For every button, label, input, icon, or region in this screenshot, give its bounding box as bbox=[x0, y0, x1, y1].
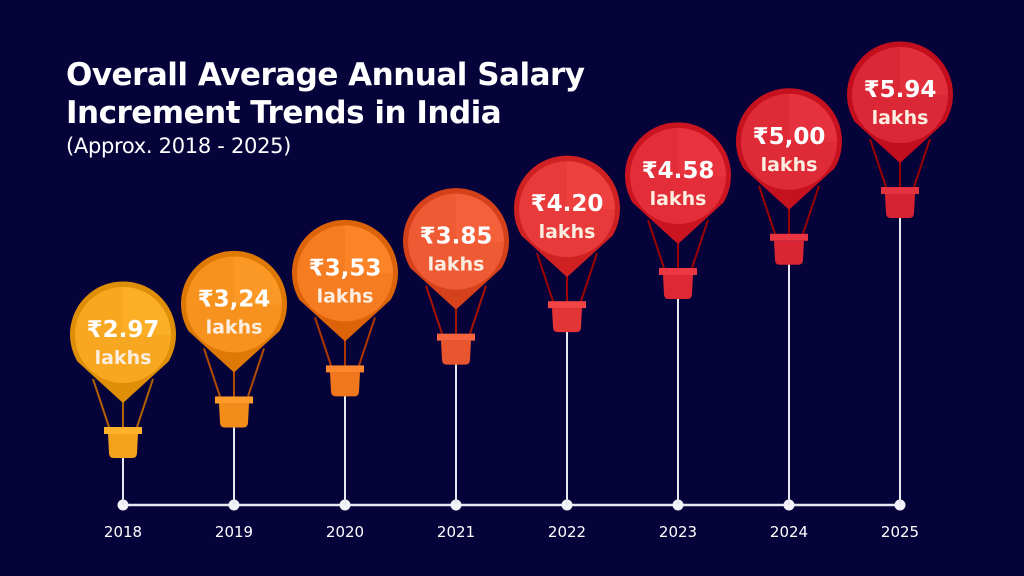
value-label: ₹3,53 bbox=[309, 255, 382, 281]
balloon-rope bbox=[136, 378, 154, 428]
basket-body bbox=[330, 372, 360, 397]
balloon-highlight bbox=[789, 93, 837, 142]
year-tick-label: 2023 bbox=[659, 523, 697, 541]
title-line-1: Overall Average Annual Salary bbox=[66, 57, 585, 93]
basket-body bbox=[663, 274, 693, 299]
year-tick-label: 2018 bbox=[104, 523, 142, 541]
balloon-2022: ₹4.20 lakhs bbox=[514, 155, 621, 505]
balloon-2018: ₹2.97 lakhs bbox=[70, 281, 177, 505]
timeline-axis: 2018 2019 2020 2021 2022 2023 2024 2025 bbox=[104, 499, 919, 541]
year-tick-label: 2020 bbox=[326, 523, 364, 541]
balloons-group: ₹2.97 lakhs ₹3,24 lakhs ₹3,53 lakhs ₹3.85 lakhs… bbox=[70, 41, 954, 505]
basket-rim bbox=[659, 267, 697, 275]
balloon-rope bbox=[913, 138, 931, 188]
unit-label: lakhs bbox=[428, 254, 485, 276]
balloon-highlight bbox=[900, 47, 948, 95]
balloon-highlight bbox=[456, 193, 504, 242]
unit-label: lakhs bbox=[650, 188, 707, 210]
year-tick-label: 2024 bbox=[770, 523, 808, 541]
value-label: ₹3.85 bbox=[420, 224, 493, 250]
year-tick-label: 2019 bbox=[215, 523, 253, 541]
unit-label: lakhs bbox=[317, 285, 374, 307]
unit-label: lakhs bbox=[539, 221, 596, 243]
basket-rim bbox=[770, 233, 808, 241]
balloon-highlight bbox=[123, 287, 171, 335]
basket-body bbox=[219, 403, 249, 428]
value-label: ₹5,00 bbox=[753, 124, 826, 150]
value-label: ₹4.58 bbox=[642, 158, 715, 184]
year-tick-label: 2021 bbox=[437, 523, 475, 541]
balloon-rope bbox=[536, 252, 554, 302]
basket-body bbox=[441, 340, 471, 365]
balloon-rope bbox=[247, 348, 265, 397]
year-tick-label: 2025 bbox=[881, 523, 919, 541]
basket-body bbox=[774, 240, 804, 265]
balloon-rope bbox=[314, 317, 332, 366]
balloon-highlight bbox=[678, 127, 726, 176]
balloon-rope bbox=[203, 348, 221, 397]
unit-label: lakhs bbox=[872, 107, 929, 129]
balloon-2019: ₹3,24 lakhs bbox=[180, 250, 287, 505]
balloon-highlight bbox=[234, 256, 282, 305]
balloon-2024: ₹5,00 lakhs bbox=[736, 88, 842, 505]
balloon-2021: ₹3.85 lakhs bbox=[403, 188, 509, 505]
basket-body bbox=[885, 194, 915, 218]
balloon-highlight bbox=[345, 225, 393, 274]
basket-rim bbox=[548, 301, 586, 309]
balloon-rope bbox=[802, 185, 820, 235]
unit-label: lakhs bbox=[95, 347, 152, 369]
title-line-2: Increment Trends in India bbox=[66, 95, 502, 131]
balloon-rope bbox=[691, 219, 709, 269]
basket-rim bbox=[326, 365, 364, 373]
value-label: ₹2.97 bbox=[87, 317, 160, 343]
balloon-rope bbox=[425, 285, 443, 334]
chart-title: Overall Average Annual Salary Increment … bbox=[66, 56, 585, 132]
chart-subtitle: (Approx. 2018 - 2025) bbox=[66, 134, 292, 158]
balloon-rope bbox=[580, 252, 598, 302]
balloon-rope bbox=[758, 185, 776, 235]
balloon-highlight bbox=[567, 161, 615, 210]
basket-body bbox=[552, 308, 582, 333]
balloon-rope bbox=[647, 219, 665, 269]
basket-rim bbox=[104, 427, 142, 434]
year-tick-label: 2022 bbox=[548, 523, 586, 541]
basket-rim bbox=[215, 396, 253, 404]
value-label: ₹5.94 bbox=[864, 77, 937, 103]
basket-rim bbox=[437, 333, 475, 341]
balloon-rope bbox=[869, 138, 887, 188]
balloon-2020: ₹3,53 lakhs bbox=[292, 219, 398, 505]
value-label: ₹3,24 bbox=[198, 286, 271, 312]
balloon-rope bbox=[92, 378, 110, 428]
balloon-rope bbox=[358, 317, 376, 366]
unit-label: lakhs bbox=[761, 154, 818, 176]
unit-label: lakhs bbox=[206, 316, 263, 338]
basket-rim bbox=[881, 187, 919, 194]
balloon-rope bbox=[469, 285, 487, 334]
balloon-2023: ₹4.58 lakhs bbox=[625, 122, 732, 505]
basket-body bbox=[108, 434, 138, 458]
balloon-2025: ₹5.94 lakhs bbox=[846, 41, 954, 505]
value-label: ₹4.20 bbox=[531, 191, 604, 217]
